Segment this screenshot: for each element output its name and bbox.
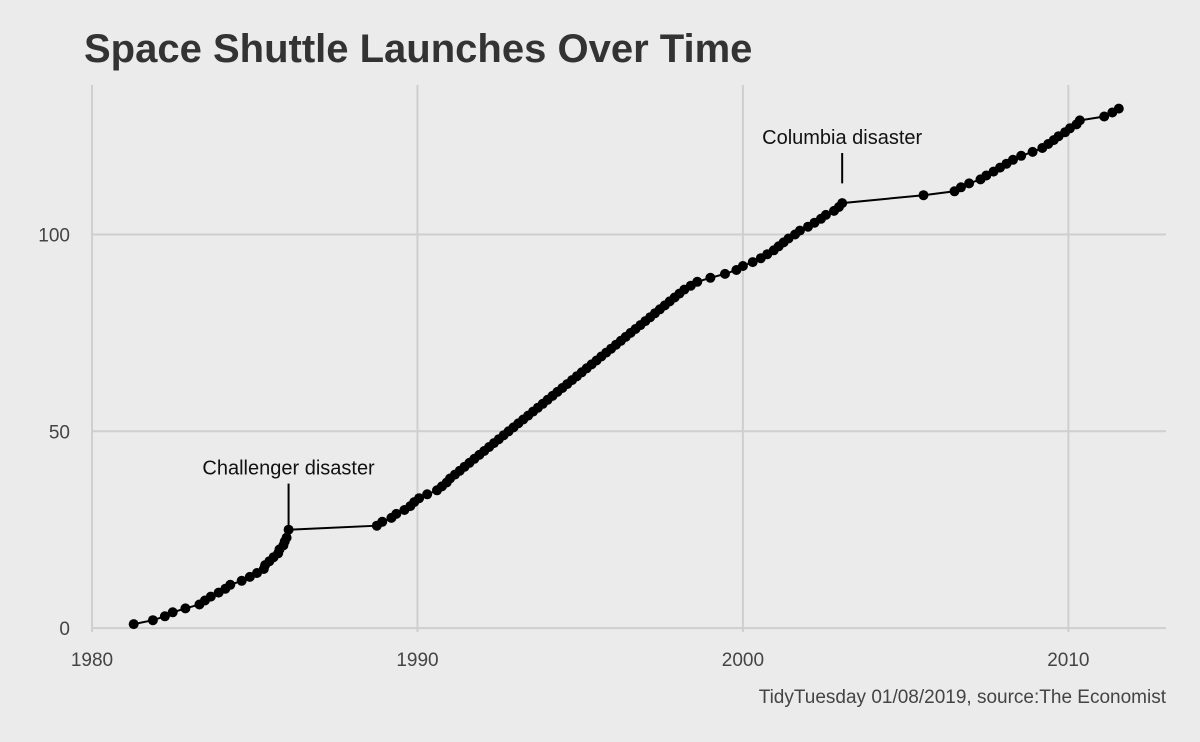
- y-tick-label-0: 0: [59, 619, 70, 640]
- data-point: [918, 190, 929, 201]
- data-point: [956, 182, 966, 193]
- chart-caption: TidyTuesday 01/08/2019, source:The Econo…: [759, 687, 1167, 708]
- data-point: [737, 261, 748, 271]
- data-point: [147, 615, 158, 626]
- data-point: [391, 508, 402, 519]
- data-series: [128, 103, 1124, 630]
- data-point: [422, 489, 433, 500]
- data-point: [705, 272, 716, 283]
- annotation-label: Challenger disaster: [202, 458, 375, 480]
- data-point: [1113, 103, 1124, 114]
- data-point: [414, 493, 425, 504]
- data-point: [720, 268, 730, 279]
- data-point: [964, 178, 975, 189]
- annotation-label: Columbia disaster: [762, 127, 922, 149]
- data-point: [180, 603, 191, 614]
- x-tick-label-1990: 1990: [396, 650, 438, 671]
- data-point: [281, 532, 292, 543]
- data-point: [128, 619, 139, 630]
- data-point: [159, 611, 170, 622]
- data-point: [1016, 150, 1027, 161]
- y-tick-label-100: 100: [38, 226, 70, 247]
- tick-labels: 1980 1990 2000 2010 0 50 100: [38, 226, 1089, 671]
- data-point: [747, 257, 758, 268]
- data-point: [1074, 115, 1085, 126]
- data-point: [377, 516, 388, 527]
- gridlines: [91, 85, 1166, 632]
- chart-title: Space Shuttle Launches Over Time: [84, 27, 752, 71]
- data-point: [820, 209, 831, 220]
- data-point: [205, 591, 216, 602]
- data-point: [283, 524, 294, 535]
- x-tick-label-2000: 2000: [722, 650, 764, 671]
- data-point: [837, 198, 848, 209]
- data-point: [236, 575, 247, 586]
- data-point: [167, 607, 178, 618]
- x-tick-label-1980: 1980: [71, 650, 113, 671]
- data-point: [1008, 154, 1018, 165]
- data-point: [794, 225, 805, 236]
- y-tick-label-50: 50: [49, 422, 70, 443]
- data-point: [225, 579, 236, 590]
- data-point: [692, 276, 703, 287]
- data-point: [1099, 111, 1110, 122]
- x-tick-label-2010: 2010: [1047, 650, 1089, 671]
- data-point: [1027, 146, 1038, 157]
- annotations: Challenger disaster Columbia disaster: [202, 127, 923, 530]
